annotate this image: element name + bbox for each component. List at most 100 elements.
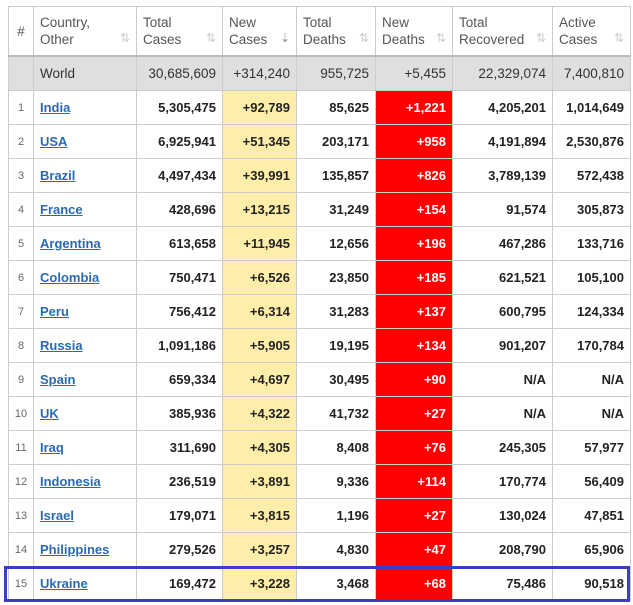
country-link[interactable]: Peru: [40, 304, 69, 319]
cell-new-deaths: +90: [375, 362, 453, 397]
cell-total-recovered: 600,795: [452, 294, 553, 329]
covid-stats-table: # Country, Other ⇅ Total Cases ⇅ New Cases ⇣ Total…: [8, 6, 631, 601]
cell-total-deaths: 955,725: [296, 55, 376, 91]
cell-country: Colombia: [33, 260, 137, 295]
cell-total-cases: 1,091,186: [136, 328, 223, 363]
header-label: New: [229, 15, 257, 30]
table-row: 1 India 5,305,475 +92,789 85,625 +1,221 4,205,…: [8, 90, 631, 125]
cell-new-deaths: +76: [375, 430, 453, 465]
table-row: 11 Iraq 311,690 +4,305 8,408 +76 245,305 57,977: [8, 430, 631, 465]
cell-country: UK: [33, 396, 137, 431]
country-link[interactable]: India: [40, 100, 71, 115]
sort-icon[interactable]: ⇅: [358, 31, 369, 45]
cell-num: 6: [8, 260, 34, 295]
table-row: 10 UK 385,936 +4,322 41,732 +27 N/A N/A: [8, 396, 631, 431]
sort-icon[interactable]: ⇅: [435, 31, 446, 45]
cell-new-cases: +4,697: [222, 362, 297, 397]
cell-total-deaths: 31,283: [296, 294, 376, 329]
cell-new-deaths: +27: [375, 396, 453, 431]
column-header-new-cases[interactable]: New Cases ⇣: [222, 6, 297, 57]
country-link[interactable]: Philippines: [40, 542, 110, 557]
header-label: Deaths: [382, 32, 425, 47]
cell-new-cases: +4,322: [222, 396, 297, 431]
cell-num: 10: [8, 396, 34, 431]
cell-country: Iraq: [33, 430, 137, 465]
cell-total-deaths: 8,408: [296, 430, 376, 465]
cell-new-deaths: +137: [375, 294, 453, 329]
cell-new-deaths: +47: [375, 532, 453, 567]
sort-icon[interactable]: ⇅: [119, 31, 130, 45]
column-header-country[interactable]: Country, Other ⇅: [33, 6, 137, 57]
cell-new-cases: +3,815: [222, 498, 297, 533]
country-link[interactable]: Indonesia: [40, 474, 101, 489]
cell-active-cases: 1,014,649: [552, 90, 631, 125]
country-link[interactable]: Colombia: [40, 270, 100, 285]
cell-total-cases: 385,936: [136, 396, 223, 431]
column-header-total-deaths[interactable]: Total Deaths ⇅: [296, 6, 376, 57]
cell-total-recovered: 170,774: [452, 464, 553, 499]
highlighted-row-outline: [4, 566, 630, 602]
column-header-new-deaths[interactable]: New Deaths ⇅: [375, 6, 453, 57]
country-link[interactable]: UK: [40, 406, 59, 421]
cell-total-cases: 279,526: [136, 532, 223, 567]
cell-new-deaths: +154: [375, 192, 453, 227]
cell-total-cases: 5,305,475: [136, 90, 223, 125]
cell-active-cases: 305,873: [552, 192, 631, 227]
cell-total-deaths: 203,171: [296, 124, 376, 159]
cell-total-recovered: 3,789,139: [452, 158, 553, 193]
cell-total-cases: 30,685,609: [136, 55, 223, 91]
cell-num: 15: [8, 566, 34, 601]
cell-active-cases: 2,530,876: [552, 124, 631, 159]
cell-total-deaths: 85,625: [296, 90, 376, 125]
cell-country: Indonesia: [33, 464, 137, 499]
cell-total-recovered: N/A: [452, 396, 553, 431]
cell-total-recovered: N/A: [452, 362, 553, 397]
header-row: # Country, Other ⇅ Total Cases ⇅ New Cases ⇣ Total…: [8, 6, 631, 57]
country-link[interactable]: Russia: [40, 338, 83, 353]
country-link[interactable]: Brazil: [40, 168, 76, 183]
cell-new-cases: +39,991: [222, 158, 297, 193]
cell-active-cases: 90,518: [552, 566, 631, 601]
cell-num: 3: [8, 158, 34, 193]
table-row: 15 Ukraine 169,472 +3,228 3,468 +68 75,486 90,5…: [8, 566, 631, 601]
sort-icon[interactable]: ⇅: [535, 31, 546, 45]
cell-new-deaths: +958: [375, 124, 453, 159]
cell-total-recovered: 75,486: [452, 566, 553, 601]
cell-new-deaths: +826: [375, 158, 453, 193]
header-label: Country,: [40, 15, 91, 30]
cell-total-cases: 179,071: [136, 498, 223, 533]
column-header-num[interactable]: #: [8, 6, 34, 57]
cell-total-recovered: 467,286: [452, 226, 553, 261]
table-row: 2 USA 6,925,941 +51,345 203,171 +958 4,191,894…: [8, 124, 631, 159]
country-link[interactable]: Israel: [40, 508, 74, 523]
country-link[interactable]: Spain: [40, 372, 76, 387]
header-label: #: [17, 23, 25, 39]
column-header-total-cases[interactable]: Total Cases ⇅: [136, 6, 223, 57]
sort-icon[interactable]: ⇅: [205, 31, 216, 45]
cell-total-cases: 6,925,941: [136, 124, 223, 159]
cell-total-deaths: 9,336: [296, 464, 376, 499]
cell-num: 4: [8, 192, 34, 227]
cell-active-cases: 57,977: [552, 430, 631, 465]
column-header-total-recovered[interactable]: Total Recovered ⇅: [452, 6, 553, 57]
cell-total-cases: 750,471: [136, 260, 223, 295]
country-link[interactable]: Argentina: [40, 236, 101, 251]
cell-active-cases: 170,784: [552, 328, 631, 363]
table-row: 5 Argentina 613,658 +11,945 12,656 +196 467,28…: [8, 226, 631, 261]
country-link[interactable]: France: [40, 202, 83, 217]
cell-total-deaths: 19,195: [296, 328, 376, 363]
cell-total-deaths: 30,495: [296, 362, 376, 397]
cell-num: 7: [8, 294, 34, 329]
country-link[interactable]: USA: [40, 134, 68, 149]
table-row: 4 France 428,696 +13,215 31,249 +154 91,574 305…: [8, 192, 631, 227]
sort-icon[interactable]: ⇅: [613, 31, 624, 45]
cell-total-cases: 613,658: [136, 226, 223, 261]
cell-country: Spain: [33, 362, 137, 397]
country-link[interactable]: Ukraine: [40, 576, 88, 591]
cell-total-deaths: 41,732: [296, 396, 376, 431]
column-header-active-cases[interactable]: Active Cases ⇅: [552, 6, 631, 57]
table-row: 7 Peru 756,412 +6,314 31,283 +137 600,795 124,3…: [8, 294, 631, 329]
cell-total-cases: 659,334: [136, 362, 223, 397]
country-link[interactable]: Iraq: [40, 440, 64, 455]
sort-descending-icon[interactable]: ⇣: [279, 31, 290, 45]
